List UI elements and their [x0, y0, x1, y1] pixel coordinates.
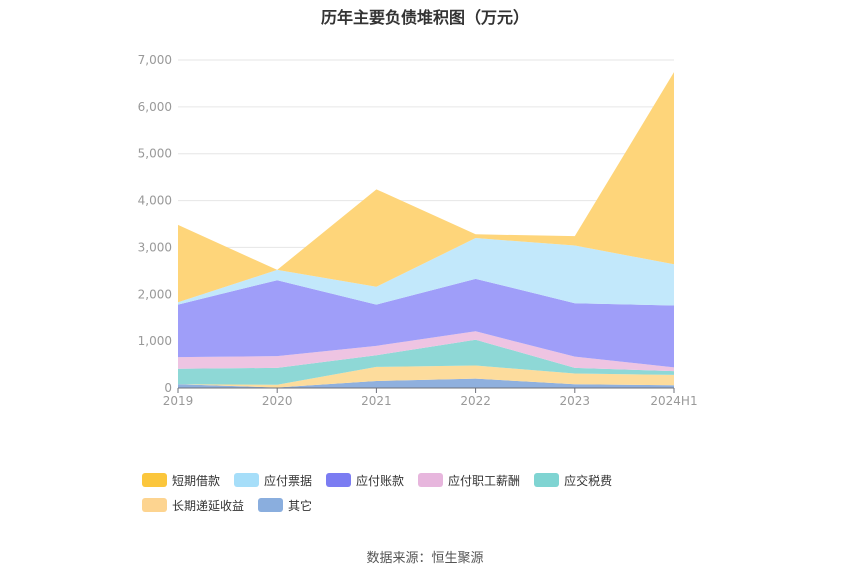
- data-source-note: 数据来源：恒生聚源: [366, 551, 484, 566]
- area-series-5: [178, 238, 674, 306]
- y-tick-label: 2,000: [138, 287, 172, 301]
- x-tick-label: 2020: [262, 394, 293, 408]
- area-series-3: [178, 331, 674, 372]
- y-tick-label: 5,000: [138, 147, 172, 161]
- legend-swatch: [258, 498, 284, 512]
- legend-item[interactable]: 短期借款: [142, 472, 220, 488]
- legend-swatch: [142, 473, 167, 487]
- x-tick-label: 2021: [361, 394, 392, 408]
- x-tick-label: 2022: [460, 394, 491, 408]
- legend-item[interactable]: 应付票据: [234, 472, 312, 488]
- x-tick-label: 2019: [163, 394, 194, 408]
- area-series-6: [178, 72, 674, 303]
- area-series-2: [178, 339, 674, 385]
- legend-label: 应交税费: [564, 473, 613, 488]
- area-series-4: [178, 278, 674, 368]
- chart-title: 历年主要负债堆积图（万元）: [320, 8, 529, 27]
- legend-swatch: [142, 498, 167, 512]
- y-tick-label: 7,000: [138, 53, 172, 67]
- legend-swatch: [534, 473, 560, 487]
- legend-label: 其它: [288, 498, 313, 513]
- legend-label: 应付职工薪酬: [448, 473, 521, 488]
- legend-label: 短期借款: [172, 473, 221, 488]
- legend-item[interactable]: 应付职工薪酬: [418, 472, 520, 488]
- y-tick-label: 1,000: [138, 334, 172, 348]
- legend-item[interactable]: 应交税费: [534, 472, 612, 488]
- x-tick-label: 2023: [560, 394, 591, 408]
- y-tick-label: 3,000: [138, 240, 172, 254]
- y-tick-label: 6,000: [138, 100, 172, 114]
- legend-item[interactable]: 应付账款: [326, 472, 404, 488]
- legend-swatch: [326, 473, 352, 487]
- legend-swatch: [418, 473, 444, 487]
- y-tick-label: 0: [164, 381, 172, 395]
- legend-label: 应付账款: [356, 473, 405, 488]
- x-tick-label: 2024H1: [650, 394, 697, 408]
- legend-item[interactable]: 长期递延收益: [142, 497, 244, 513]
- chart-legend: 短期借款 应付票据 应付账款 应付职工薪酬 应交税费长期递延收益 其它: [142, 472, 742, 522]
- area-series-1: [178, 365, 674, 388]
- y-tick-label: 4,000: [138, 194, 172, 208]
- legend-item[interactable]: 其它: [258, 497, 312, 513]
- legend-swatch: [234, 473, 260, 487]
- legend-label: 长期递延收益: [172, 498, 245, 513]
- legend-label: 应付票据: [264, 473, 313, 488]
- area-series-0: [178, 378, 674, 388]
